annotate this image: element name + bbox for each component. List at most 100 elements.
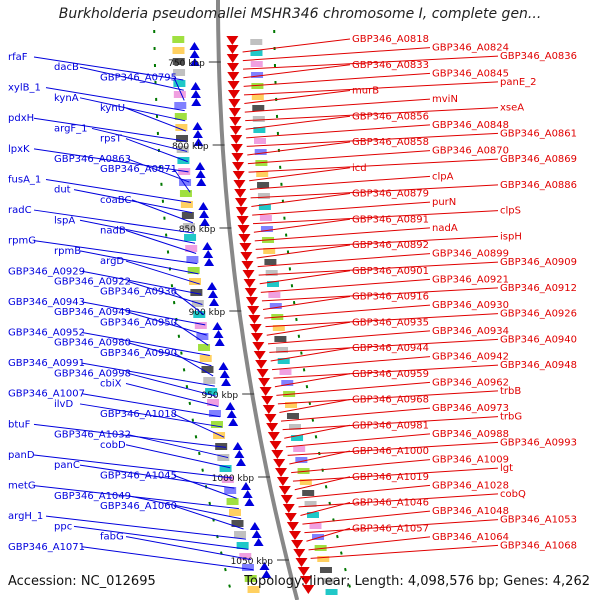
feature-box [172, 58, 185, 65]
gene-label-right: GBP346_A0848 [432, 120, 509, 131]
gene-label-right: GBP346_A0899 [432, 249, 509, 260]
forward-gene-arrow [256, 369, 269, 378]
feature-box [269, 303, 282, 309]
feature-box [247, 586, 260, 593]
gene-leader-right [267, 330, 431, 345]
forward-gene-arrow [232, 162, 245, 171]
gene-label-left: btuF [8, 419, 31, 430]
gene-label-right: GBP346_A0934 [432, 326, 509, 337]
reverse-gene-arrow [189, 42, 200, 50]
gene-leader-right [284, 424, 351, 439]
reverse-gene-arrow [196, 178, 207, 186]
gene-leader-right [270, 347, 351, 362]
gene-label-right: GBP346_A1068 [500, 540, 577, 551]
feature-box [186, 256, 199, 263]
gene-label-right: GBP346_A0962 [432, 377, 509, 388]
forward-gene-arrow [293, 549, 306, 558]
gene-label-left: argD [100, 256, 124, 267]
gene-label-right: GBP346_A0981 [352, 420, 429, 431]
gene-leader-right [250, 184, 499, 199]
gene-leader-right [243, 81, 499, 96]
gene-label-right: GBP346_A0948 [500, 360, 577, 371]
feature-box [176, 135, 189, 142]
scale-tick-label: 1000 kbp [212, 474, 255, 484]
forward-gene-arrow [278, 486, 291, 495]
forward-gene-arrow [300, 576, 313, 585]
feature-box [210, 421, 223, 428]
reverse-gene-arrow [192, 130, 203, 138]
gene-label-right: GBP346_A0988 [432, 429, 509, 440]
gene-label-left: lpxK [8, 144, 30, 155]
feature-box [317, 556, 330, 562]
feature-box [207, 399, 220, 406]
gene-leader-right [245, 107, 499, 122]
gene-leader-left [33, 148, 189, 173]
gene-leader-right [289, 450, 351, 465]
gene-label-left: lspA [54, 215, 75, 226]
accession-label: Accession: NC_012695 [8, 574, 156, 589]
page-title: Burkholderia pseudomallei MSHR346 chromo… [58, 6, 542, 22]
gene-leader-right [306, 527, 351, 542]
feature-box [256, 171, 269, 177]
reverse-gene-arrow [199, 218, 210, 226]
reverse-gene-arrow [209, 298, 220, 306]
feature-box [274, 336, 287, 342]
gene-label-left: GBP346_A1032 [54, 430, 131, 441]
gene-label-right: GBP346_A0891 [352, 214, 429, 225]
gene-leader-left [127, 281, 203, 305]
forward-gene-arrow [229, 117, 242, 126]
feature-box [293, 446, 306, 452]
gene-leader-right [298, 493, 499, 508]
gene-label-left: GBP346_A0998 [54, 368, 131, 379]
scale-tick-label: 900 kbp [189, 308, 226, 318]
forward-gene-arrow [230, 135, 243, 144]
gene-leader-left [73, 189, 193, 214]
gene-leader-left [173, 474, 237, 499]
scale-tick-label: 1050 kbp [231, 557, 274, 567]
feature-box [252, 105, 265, 111]
gene-label-right: GBP346_A0892 [352, 240, 429, 251]
gene-label-right: icd [352, 163, 367, 174]
reverse-gene-arrow [218, 362, 229, 370]
gene-label-left: pdxH [8, 113, 34, 124]
gene-leader-right [291, 459, 431, 474]
forward-gene-arrow [249, 324, 262, 333]
forward-gene-arrow [286, 522, 299, 531]
feature-box [285, 402, 298, 408]
reverse-gene-arrow [198, 202, 209, 210]
reverse-gene-arrow [226, 410, 237, 418]
feature-box [226, 498, 239, 505]
feature-box [221, 476, 234, 483]
gene-label-left: argF_1 [54, 123, 88, 134]
forward-gene-arrow [291, 540, 304, 549]
gene-leader-right [276, 381, 431, 396]
scale-tick-label: 850 kbp [179, 225, 216, 235]
gene-label-right: GBP346_A1053 [500, 515, 577, 526]
forward-gene-arrow [240, 252, 253, 261]
forward-gene-arrow [261, 396, 274, 405]
forward-gene-arrow [252, 342, 265, 351]
genome-summary-label: Topology: linear; Length: 4,098,576 bp; … [244, 574, 590, 589]
gene-label-left: GBP346_A0929 [8, 266, 85, 277]
feature-box [179, 190, 192, 197]
feature-box [251, 83, 264, 89]
gene-leader-left [91, 127, 188, 152]
gene-leader-right [244, 98, 431, 113]
forward-gene-arrow [226, 36, 239, 45]
gene-label-right: GBP346_A0836 [500, 51, 577, 62]
forward-gene-arrow [226, 45, 239, 54]
reverse-gene-arrow [204, 258, 215, 266]
gene-leader-left [81, 301, 206, 326]
gene-leader-right [249, 175, 431, 190]
gene-leader-right [243, 72, 431, 87]
reverse-gene-arrow [189, 50, 200, 58]
gene-leader-left [125, 444, 231, 469]
forward-gene-arrow [280, 495, 293, 504]
forward-gene-arrow [226, 54, 239, 63]
gene-leader-right [266, 321, 351, 336]
feature-box [267, 281, 280, 287]
feature-box [176, 146, 189, 153]
gene-label-left: metG [8, 481, 36, 492]
forward-gene-arrow [232, 171, 245, 180]
gene-leader-left [173, 168, 191, 193]
